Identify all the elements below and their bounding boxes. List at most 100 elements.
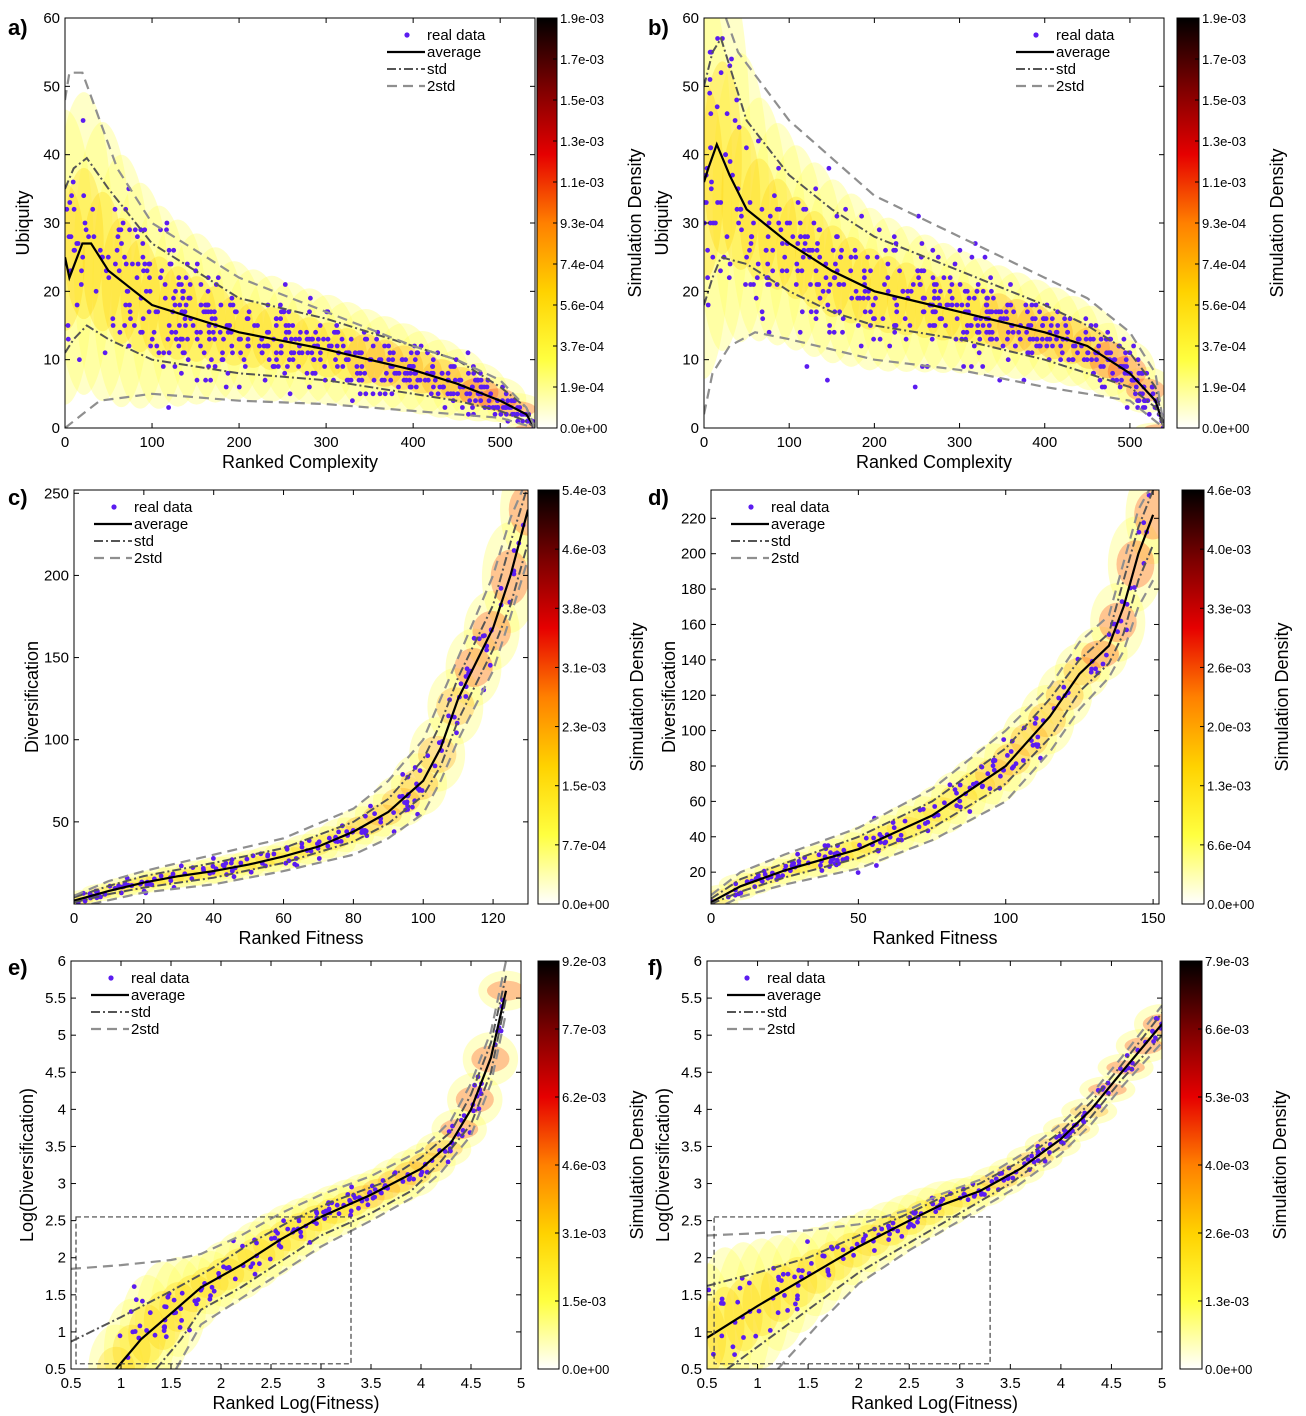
x-axis-label: Ranked Complexity — [856, 452, 1012, 472]
real-data-point — [1029, 1153, 1034, 1159]
real-data-point — [925, 819, 931, 825]
real-data-point — [231, 874, 237, 880]
real-data-point — [334, 1202, 340, 1208]
x-tick-label: 100 — [140, 434, 165, 451]
real-data-point — [849, 295, 855, 301]
real-data-point — [128, 316, 133, 322]
real-data-point — [1004, 316, 1010, 322]
x-tick-label: 40 — [205, 910, 222, 927]
real-data-point — [166, 247, 172, 253]
real-data-point — [399, 357, 405, 363]
real-data-point — [212, 336, 218, 342]
real-data-point — [1119, 599, 1125, 604]
real-data-point — [209, 357, 214, 363]
y-tick-label: 1 — [58, 1324, 66, 1341]
real-data-point — [442, 1149, 448, 1154]
real-data-points — [65, 118, 535, 428]
real-data-point — [335, 839, 340, 844]
real-data-point — [870, 302, 876, 308]
real-data-point — [802, 241, 808, 246]
real-data-point — [274, 357, 279, 363]
real-data-point — [898, 832, 904, 838]
real-data-point — [834, 213, 840, 219]
y-tick-label: 120 — [681, 687, 706, 704]
real-data-point — [943, 323, 948, 328]
real-data-point — [112, 206, 118, 212]
real-data-point — [91, 234, 97, 240]
legend-marker-real-data — [748, 504, 754, 510]
colorbar-tick-label: 0.0e+00 — [1202, 421, 1249, 436]
real-data-point — [445, 391, 451, 397]
x-tick-label: 0 — [700, 434, 708, 451]
real-data-point — [872, 1248, 877, 1253]
real-data-point — [377, 391, 383, 397]
real-data-point — [907, 323, 913, 328]
real-data-point — [147, 288, 153, 294]
real-data-point — [326, 835, 332, 841]
real-data-point — [1149, 384, 1155, 390]
real-data-point — [825, 377, 830, 383]
colorbar-tick-label: 1.5e-03 — [562, 779, 606, 794]
real-data-point — [173, 288, 178, 294]
real-data-point — [718, 70, 724, 76]
real-data-point — [1061, 684, 1067, 690]
x-tick-label: 100 — [411, 910, 436, 927]
real-data-point — [116, 227, 122, 233]
real-data-point — [737, 1285, 743, 1291]
x-tick-label: 100 — [777, 434, 802, 451]
real-data-point — [1150, 391, 1156, 397]
real-data-point — [991, 295, 996, 301]
panel-b: b) 0 100 200 300 400 500 0 10 20 30 40 50 60 Ranked Co… — [648, 10, 1287, 472]
colorbar-tick-label: 5.4e-03 — [562, 483, 606, 498]
y-tick-label: 80 — [689, 758, 706, 775]
series-line-average — [74, 509, 528, 902]
real-data-point — [795, 1293, 800, 1299]
real-data-point — [290, 357, 296, 363]
real-data-point — [208, 377, 214, 383]
real-data-point — [1029, 350, 1035, 356]
real-data-point — [932, 323, 938, 328]
real-data-point — [441, 384, 446, 390]
real-data-point — [1065, 329, 1070, 335]
colorbar-tick-label: 1.9e-04 — [1202, 380, 1246, 395]
colorbar-tick-label: 2.3e-03 — [562, 720, 606, 735]
x-tick-label: 400 — [1032, 434, 1057, 451]
real-data-point — [753, 1333, 759, 1339]
real-data-point — [780, 1271, 786, 1277]
real-data-point — [977, 336, 983, 342]
real-data-point — [198, 329, 203, 335]
y-tick-label: 100 — [681, 723, 706, 740]
real-data-point — [933, 1209, 939, 1215]
real-data-point — [177, 323, 182, 328]
real-data-point — [478, 370, 483, 376]
real-data-point — [315, 336, 321, 342]
real-data-point — [931, 295, 937, 301]
real-data-point — [1112, 357, 1118, 363]
real-data-point — [269, 1236, 274, 1242]
real-data-point — [326, 343, 332, 349]
real-data-point — [780, 241, 785, 246]
real-data-point — [432, 377, 438, 383]
real-data-point — [194, 336, 200, 342]
real-data-point — [932, 288, 937, 294]
real-data-point — [321, 336, 326, 342]
real-data-point — [961, 364, 966, 369]
y-tick-label: 5.5 — [681, 990, 702, 1007]
real-data-point — [194, 329, 200, 335]
y-tick-label: 6 — [58, 953, 66, 970]
real-data-point — [857, 295, 863, 301]
colorbar-tick-label: 1.3e-03 — [1205, 1294, 1249, 1309]
real-data-point — [1093, 323, 1099, 328]
real-data-point — [325, 843, 331, 849]
axes-frame — [706, 960, 1163, 1370]
x-tick-label: 1.5 — [161, 1375, 182, 1392]
real-data-point — [169, 329, 175, 335]
colorbar-tick-label: 2.6e-03 — [1207, 660, 1251, 675]
real-data-point — [1003, 309, 1009, 315]
real-data-point — [71, 247, 77, 253]
real-data-point — [282, 370, 288, 376]
real-data-point — [82, 220, 88, 226]
real-data-point — [308, 295, 313, 301]
real-data-point — [165, 1294, 171, 1300]
real-data-point — [290, 323, 296, 328]
